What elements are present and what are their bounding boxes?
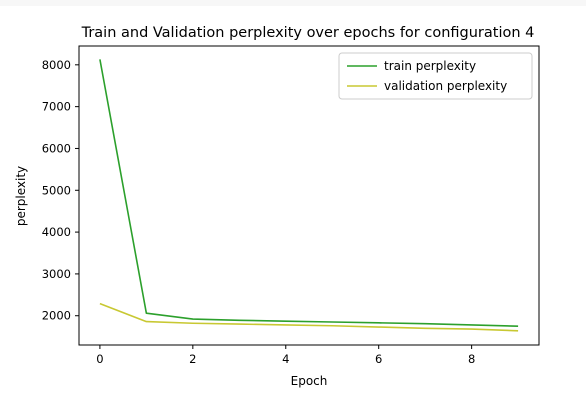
x-tick-label: 2 <box>189 352 196 366</box>
axes-frame <box>78 45 540 346</box>
plot-area <box>99 59 519 332</box>
x-axis-ticks: 0 2 4 6 8 <box>96 345 475 366</box>
y-tick-label: 6000 <box>42 141 71 155</box>
legend-label-2: validation perplexity <box>384 79 507 93</box>
y-tick-label: 7000 <box>42 100 71 114</box>
y-tick-label: 3000 <box>42 267 71 281</box>
x-axis-label: Epoch <box>291 374 328 388</box>
legend-label-1: train perplexity <box>384 59 476 73</box>
x-tick-label: 8 <box>468 352 475 366</box>
y-tick-label: 8000 <box>42 58 71 72</box>
legend: train perplexity validation perplexity <box>338 52 533 100</box>
x-tick-label: 4 <box>282 352 289 366</box>
output-top-strip <box>0 0 586 6</box>
y-tick-label: 4000 <box>42 225 71 239</box>
legend-box <box>338 52 533 100</box>
y-axis-label: perplexity <box>14 166 28 226</box>
y-tick-label: 5000 <box>42 183 71 197</box>
y-tick-label: 2000 <box>42 309 71 323</box>
x-tick-label: 6 <box>375 352 382 366</box>
series-line-2 <box>99 302 519 332</box>
y-axis-ticks: 2000 3000 4000 5000 6000 7000 8000 <box>42 58 79 323</box>
x-tick-label: 0 <box>96 352 103 366</box>
chart-title: Train and Validation perplexity over epo… <box>81 25 535 41</box>
series-line-1 <box>99 59 519 327</box>
